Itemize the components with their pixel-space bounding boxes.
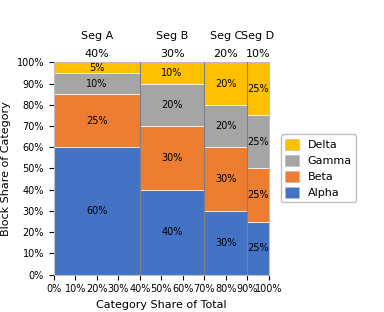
Bar [140, 190, 204, 275]
Text: 10%: 10% [86, 79, 108, 89]
Bar [247, 115, 269, 168]
Y-axis label: Block Share of Category: Block Share of Category [1, 101, 11, 236]
Text: 30%: 30% [215, 174, 237, 184]
Text: Seg D: Seg D [242, 31, 275, 41]
Bar [140, 62, 204, 84]
X-axis label: Category Share of Total: Category Share of Total [96, 300, 227, 310]
Text: 60%: 60% [86, 206, 108, 216]
Text: 20%: 20% [161, 100, 183, 110]
Bar [140, 126, 204, 190]
Bar [204, 147, 247, 211]
Text: 5%: 5% [89, 63, 104, 73]
Text: 20%: 20% [215, 121, 237, 131]
Bar [247, 62, 269, 115]
Bar [204, 211, 247, 275]
Bar [54, 94, 140, 147]
Bar [247, 222, 269, 275]
Bar [140, 84, 204, 126]
Text: 30%: 30% [160, 49, 184, 59]
Text: 10%: 10% [161, 68, 183, 78]
Text: 25%: 25% [247, 243, 269, 253]
Text: 25%: 25% [247, 84, 269, 94]
Text: 25%: 25% [86, 116, 108, 126]
Bar [54, 147, 140, 275]
Text: 25%: 25% [247, 137, 269, 147]
Text: 30%: 30% [215, 238, 237, 248]
Text: 20%: 20% [215, 79, 237, 89]
Bar [247, 168, 269, 222]
Text: 10%: 10% [246, 49, 270, 59]
Bar [54, 62, 140, 73]
Bar [204, 105, 247, 147]
Bar [204, 62, 247, 105]
Text: 20%: 20% [214, 49, 238, 59]
Text: 25%: 25% [247, 190, 269, 200]
Text: Seg A: Seg A [81, 31, 113, 41]
Text: 30%: 30% [161, 153, 183, 163]
Text: 40%: 40% [161, 227, 183, 237]
Text: Seg B: Seg B [156, 31, 188, 41]
Legend: Delta, Gamma, Beta, Alpha: Delta, Gamma, Beta, Alpha [281, 134, 356, 202]
Text: Seg C: Seg C [210, 31, 242, 41]
Text: 40%: 40% [84, 49, 109, 59]
Bar [54, 73, 140, 94]
